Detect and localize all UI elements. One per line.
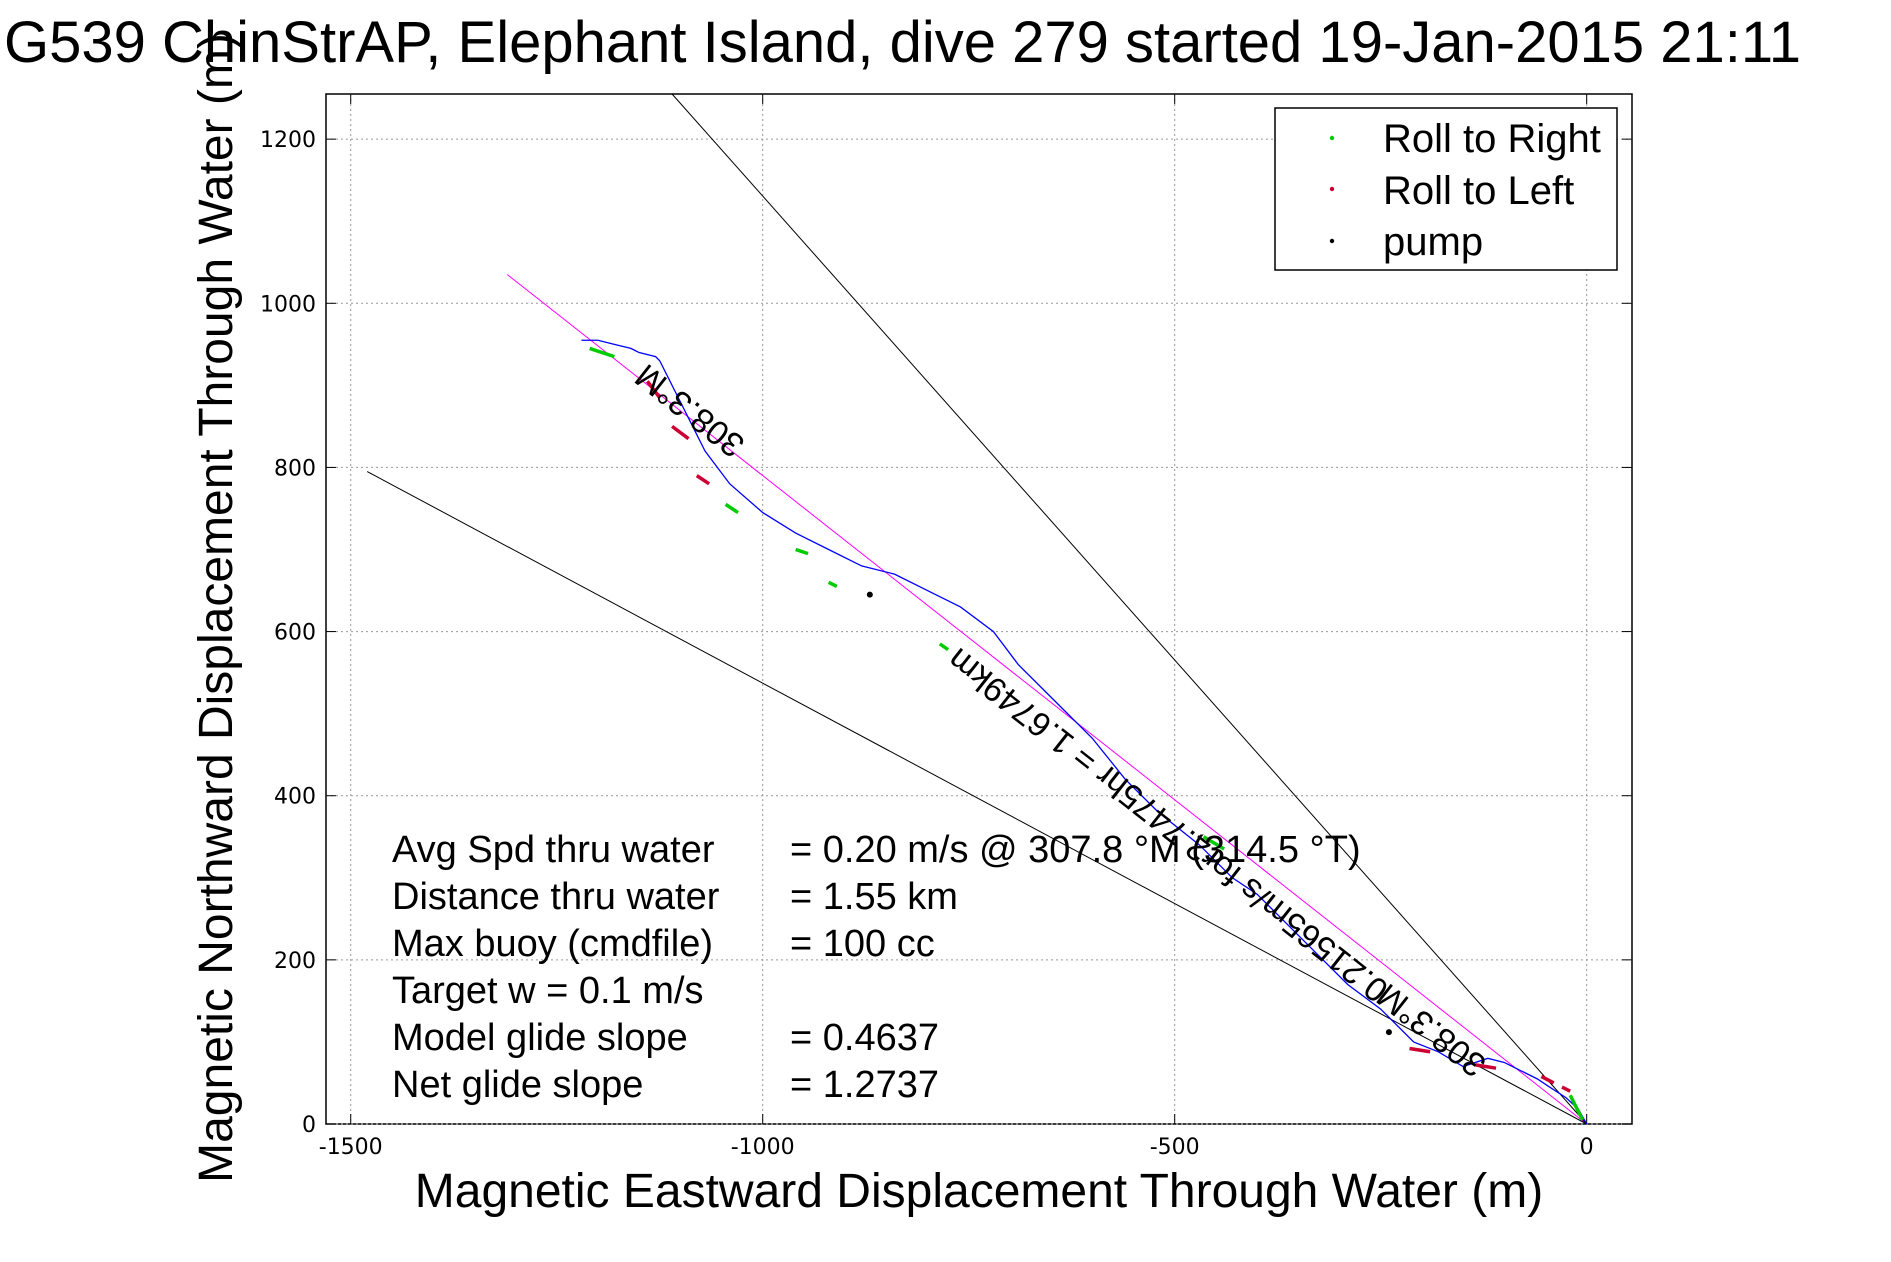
bounding-line (671, 93, 1588, 1125)
y-axis-label: Magnetic Northward Displacement Through … (190, 33, 243, 1183)
legend: Roll to Right Roll to Left pump (1274, 107, 1618, 271)
x-tick-label: -1500 (319, 1135, 383, 1160)
track-line (581, 339, 1588, 1125)
pump-point (1385, 1029, 1392, 1036)
roll-right-segment (724, 502, 739, 515)
legend-label-roll-left: Roll to Left (1383, 169, 1574, 213)
x-tick-label: -500 (1150, 1135, 1200, 1160)
roll-right-segment (795, 547, 809, 556)
y-tick-label: 1000 (260, 292, 316, 317)
axis-ticks: -1500 -1000 -500 0 0 200 400 600 800 1000 1200 (260, 94, 1632, 1160)
x-axis-label: Magnetic Eastward Displacement Through W… (415, 1165, 1543, 1218)
roll-left-segment (671, 424, 690, 441)
roll-left-segment (695, 474, 711, 486)
roll-left-markers (645, 380, 1571, 1093)
y-tick-label: 400 (274, 785, 316, 810)
roll-left-segment (1475, 1063, 1497, 1070)
roll-right-segment (1568, 1094, 1585, 1121)
legend-marker-roll-left (1329, 186, 1335, 192)
roll-left-segment (1409, 1046, 1431, 1054)
dive-statistics: Avg Spd thru water = 0.20 m/s @ 307.8 °M… (392, 829, 1361, 1106)
roll-right-markers (589, 346, 1585, 1121)
roll-right-segment (589, 346, 615, 359)
glider-track (581, 339, 1588, 1125)
bounding-line (366, 471, 1587, 1125)
stat-max-buoy-label: Max buoy (cmdfile) (392, 923, 713, 965)
legend-label-pump: pump (1383, 220, 1483, 264)
roll-right-segment (938, 642, 950, 652)
stat-model-glide-value: = 0.4637 (790, 1017, 939, 1059)
stat-distance-label: Distance thru water (392, 876, 720, 918)
stat-net-glide-value: = 1.2737 (790, 1064, 939, 1106)
roll-left-segment (645, 380, 662, 399)
roll-left-segment (1540, 1074, 1555, 1085)
stat-max-buoy-value: = 100 cc (790, 923, 935, 965)
stat-avg-speed-value: = 0.20 m/s @ 307.8 °M (314.5 °T) (790, 829, 1361, 871)
stat-net-glide-label: Net glide slope (392, 1064, 643, 1106)
roll-left-segment (1561, 1085, 1571, 1093)
roll-right-segment (827, 580, 838, 588)
stat-model-glide-label: Model glide slope (392, 1017, 688, 1059)
stat-avg-speed-label: Avg Spd thru water (392, 829, 715, 871)
roll-right-segment (1202, 835, 1226, 851)
pump-point (866, 591, 873, 598)
legend-label-roll-right: Roll to Right (1383, 117, 1601, 161)
stat-distance-value: = 1.55 km (790, 876, 958, 918)
x-tick-label: -1000 (731, 1135, 795, 1160)
y-tick-label: 0 (302, 1113, 316, 1138)
y-tick-label: 800 (274, 456, 316, 481)
legend-marker-pump (1329, 238, 1335, 244)
pump-markers (866, 591, 1392, 1036)
chart-title: G539 ChinStrAP, Elephant Island, dive 27… (4, 10, 1801, 75)
stat-target-w-label: Target w = 0.1 m/s (392, 970, 704, 1012)
y-tick-label: 600 (274, 621, 316, 646)
x-tick-label: 0 (1580, 1135, 1594, 1160)
y-tick-label: 200 (274, 949, 316, 974)
y-tick-label: 1200 (260, 128, 316, 153)
legend-marker-roll-right (1329, 135, 1335, 141)
